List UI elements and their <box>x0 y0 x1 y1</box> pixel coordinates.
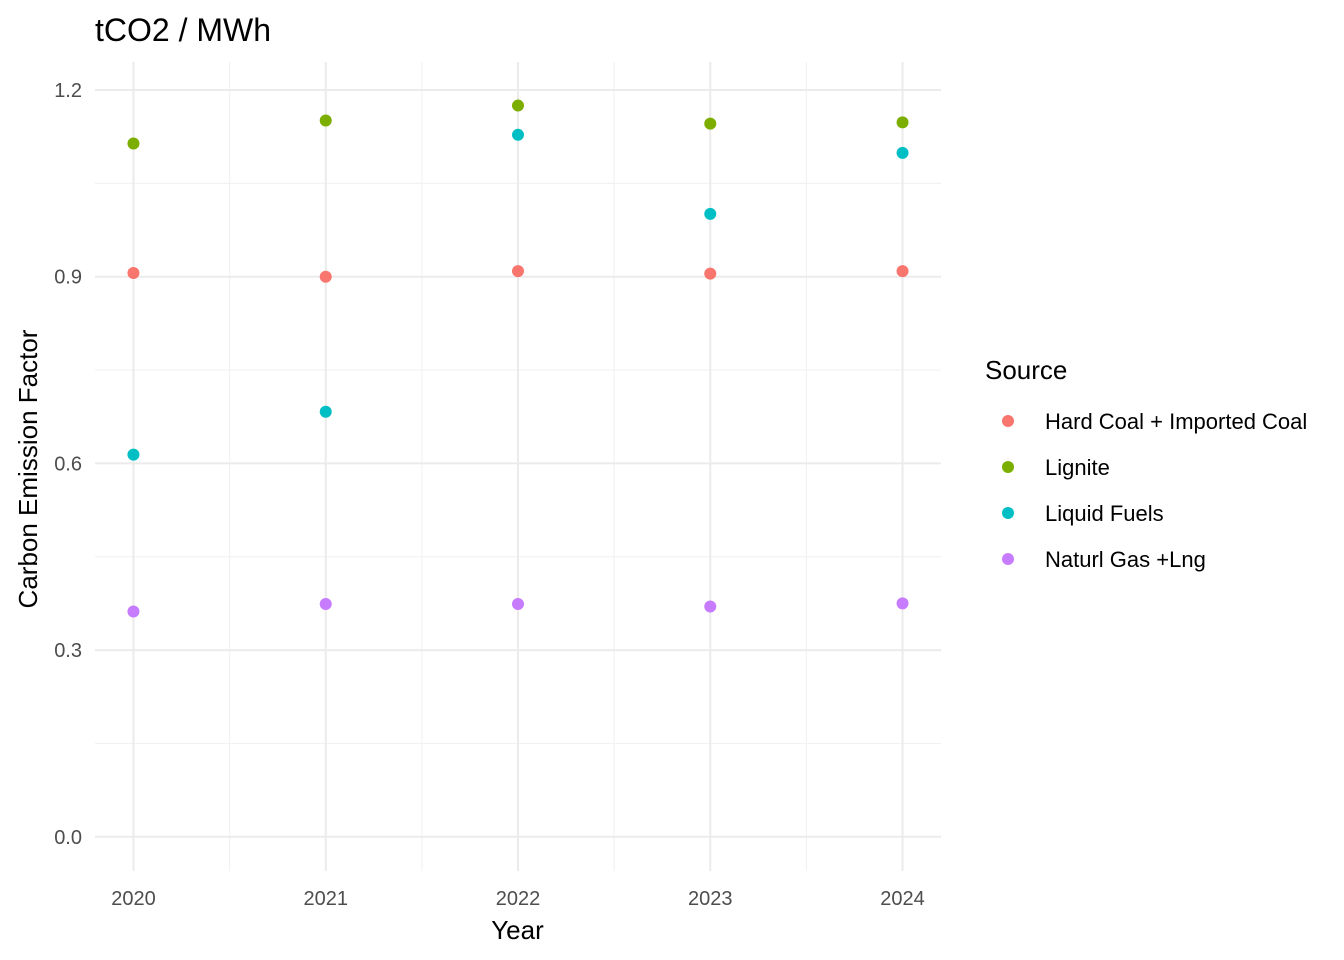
legend: Source Hard Coal + Imported Coal Lignite L… <box>985 355 1307 572</box>
data-point <box>319 405 332 418</box>
y-tick-label: 0.3 <box>54 640 82 662</box>
legend-label: Lignite <box>1045 455 1110 480</box>
data-point <box>127 605 140 618</box>
x-tick-label: 2020 <box>111 888 156 910</box>
data-point <box>319 598 332 611</box>
y-axis-ticks: 0.0 0.3 0.6 0.9 1.2 <box>54 80 82 849</box>
data-point <box>127 137 140 150</box>
data-point <box>896 597 909 610</box>
x-tick-label: 2021 <box>303 888 348 910</box>
data-point <box>512 598 524 611</box>
x-tick-label: 2024 <box>880 888 925 910</box>
x-tick-label: 2023 <box>688 888 733 910</box>
legend-key <box>1002 553 1014 565</box>
legend-label: Hard Coal + Imported Coal <box>1045 409 1307 434</box>
data-point <box>896 265 909 278</box>
data-point <box>512 265 524 278</box>
data-point <box>896 146 909 159</box>
data-point <box>319 270 332 283</box>
legend-title: Source <box>985 355 1067 385</box>
data-point <box>127 448 140 461</box>
y-axis-title: Carbon Emission Factor <box>13 329 43 608</box>
chart-title: tCO2 / MWh <box>95 12 271 48</box>
data-point <box>512 99 524 112</box>
data-point <box>512 128 524 141</box>
data-point <box>127 266 140 279</box>
legend-label: Liquid Fuels <box>1045 501 1164 526</box>
grid <box>95 62 941 871</box>
data-point <box>704 117 717 130</box>
legend-label: Naturl Gas +Lng <box>1045 547 1206 572</box>
y-tick-label: 0.6 <box>54 453 82 475</box>
legend-key <box>1002 507 1014 519</box>
data-point <box>319 114 332 127</box>
data-point <box>704 267 717 280</box>
data-point <box>896 116 909 129</box>
x-axis-title: Year <box>491 915 544 945</box>
data-point <box>704 600 717 613</box>
y-tick-label: 1.2 <box>54 80 82 102</box>
x-axis-ticks: 2020 2021 2022 2023 2024 <box>111 888 925 910</box>
data-point <box>704 207 717 220</box>
legend-key <box>1002 415 1014 427</box>
legend-key <box>1002 461 1014 473</box>
y-tick-label: 0.9 <box>54 267 82 289</box>
x-tick-label: 2022 <box>496 888 541 910</box>
y-tick-label: 0.0 <box>54 827 82 849</box>
data-points <box>127 99 909 618</box>
